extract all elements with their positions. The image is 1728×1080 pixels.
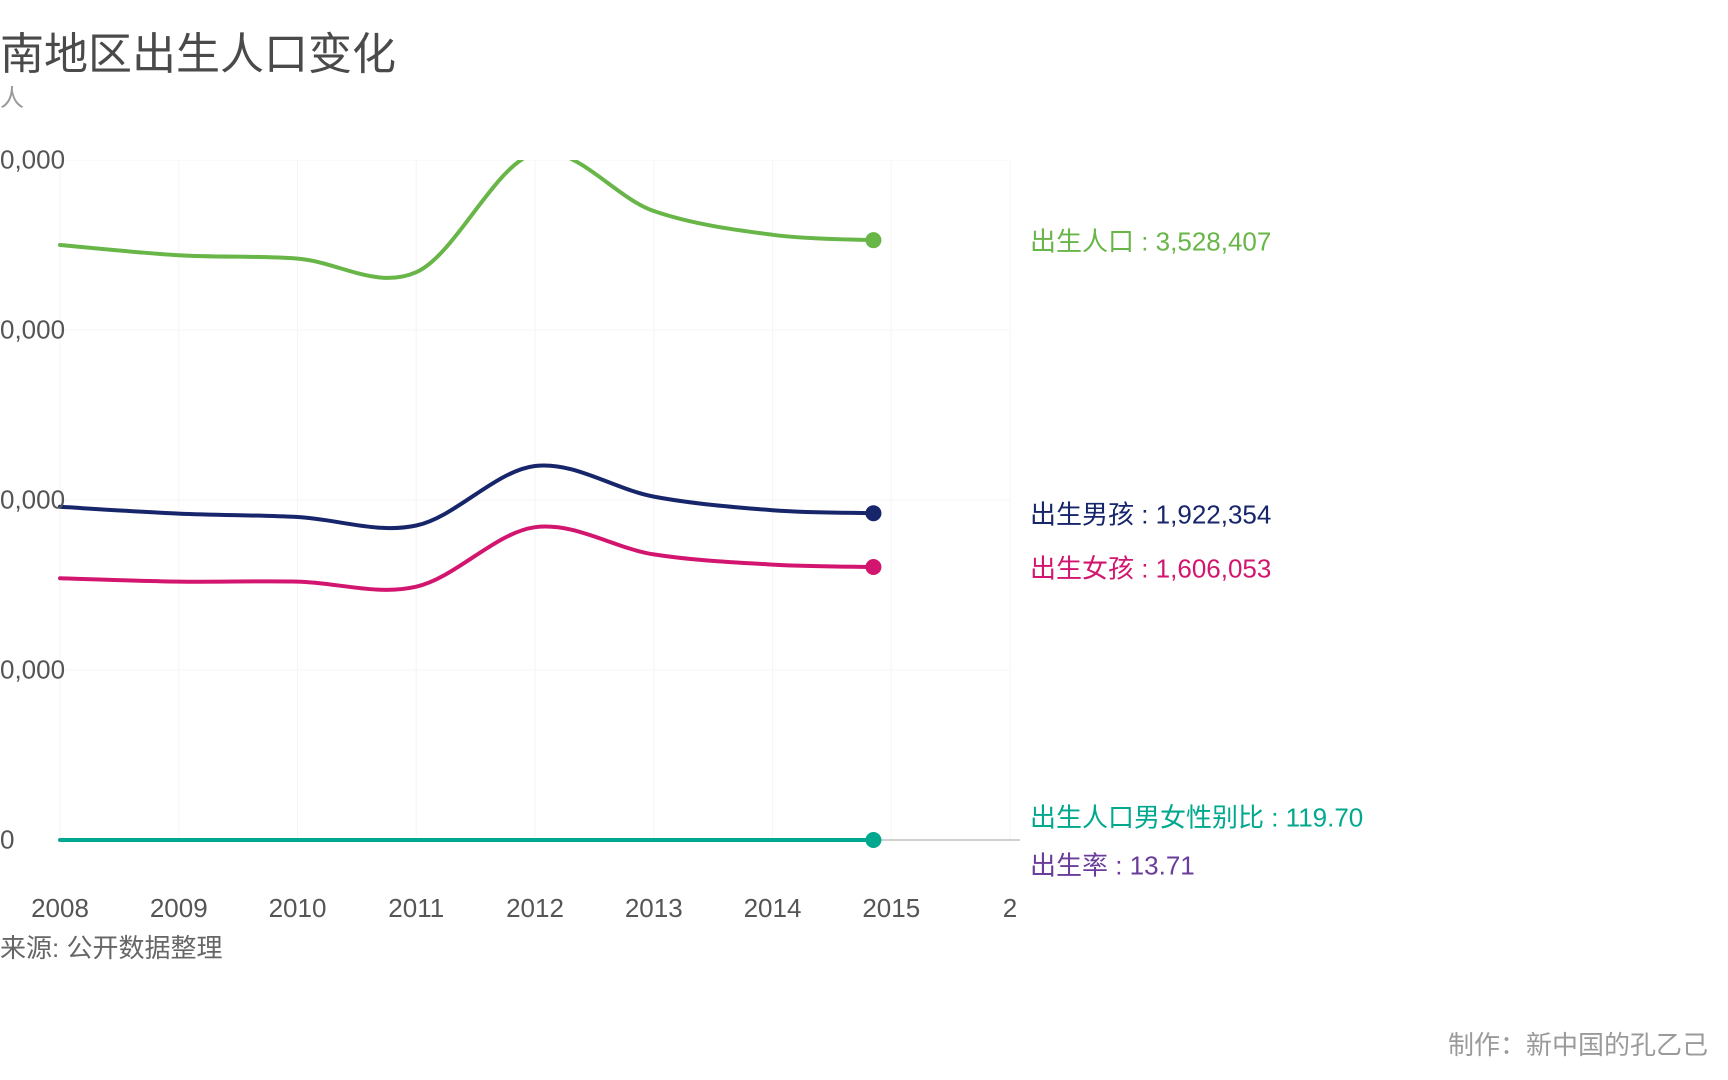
series-label: 出生女孩 : 1,606,053 <box>1030 548 1271 585</box>
y-tick-label: 0,000 <box>0 315 65 346</box>
chart-area: 00,0000,0000,0000,000 200820092010201120… <box>0 160 1728 880</box>
series-label: 出生男孩 : 1,922,354 <box>1030 495 1271 532</box>
x-tick-label: 2009 <box>150 893 208 924</box>
series-label: 出生率 : 13.71 <box>1030 845 1195 882</box>
x-tick-label: 2008 <box>31 893 89 924</box>
y-tick-label: 0,000 <box>0 485 65 516</box>
chart-title: 南地区出生人口变化 <box>0 18 396 82</box>
x-tick-label: 2010 <box>269 893 327 924</box>
x-tick-label: 2015 <box>862 893 920 924</box>
chart-subtitle: 人 <box>0 78 24 113</box>
y-tick-label: 0,000 <box>0 145 65 176</box>
x-tick-label: 2 <box>1003 893 1017 924</box>
source-text: 来源: 公开数据整理 <box>0 928 222 965</box>
y-tick-label: 0,000 <box>0 655 65 686</box>
x-tick-label: 2013 <box>625 893 683 924</box>
x-tick-label: 2014 <box>744 893 802 924</box>
x-tick-label: 2011 <box>388 893 444 924</box>
y-tick-label: 0 <box>0 825 14 856</box>
credit-text: 制作：新中国的孔乙己 <box>1448 1025 1708 1062</box>
series-label: 出生人口 : 3,528,407 <box>1030 222 1271 259</box>
chart-svg <box>0 160 1728 880</box>
x-tick-label: 2012 <box>506 893 564 924</box>
series-label: 出生人口男女性别比 : 119.70 <box>1030 797 1363 834</box>
